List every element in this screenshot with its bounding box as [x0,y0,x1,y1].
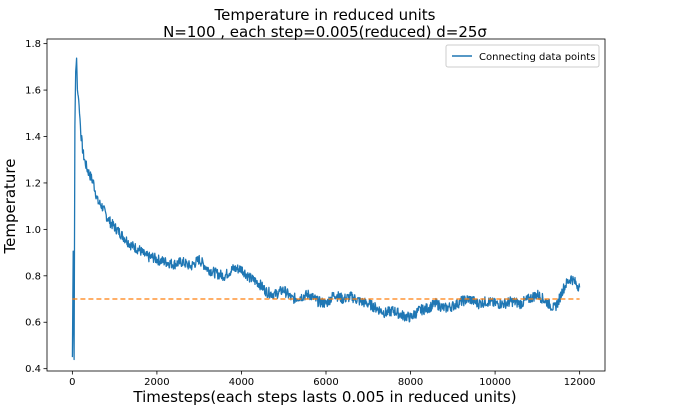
legend: Connecting data points [445,44,600,68]
y-tick-label: 1.8 [25,39,41,50]
x-tick-label: 0 [69,377,75,388]
plot-frame [46,38,606,372]
temperature-series-line [71,57,581,361]
y-tick-label: 1.2 [25,178,41,189]
x-axis-label: Timesteps(each steps lasts 0.005 in redu… [132,388,516,406]
y-tick-label: 0.8 [25,271,41,282]
plot-area: 0 2000 4000 6000 8000 10000 12000 0.4 0.6 0.8 1.0 1… [25,38,606,388]
chart-subtitle: N=100 , each step=0.005(reduced) d=25σ [163,23,487,41]
y-tick-label: 1.0 [25,225,41,236]
legend-label: Connecting data points [479,52,595,63]
x-tick-label: 2000 [144,377,169,388]
y-tick-label: 0.6 [25,318,41,329]
x-tick-label: 12000 [564,377,596,388]
x-tick-label: 4000 [229,377,254,388]
chart-title: Temperature in reduced units [214,6,436,24]
x-tick-label: 10000 [479,377,511,388]
y-tick-label: 1.4 [25,132,41,143]
y-tick-label: 1.6 [25,86,41,97]
y-tick-label: 0.4 [25,364,41,375]
x-tick-label: 6000 [313,377,338,388]
x-tick-label: 8000 [398,377,423,388]
legend-box [445,44,600,68]
y-axis-label: Temperature [1,158,19,254]
